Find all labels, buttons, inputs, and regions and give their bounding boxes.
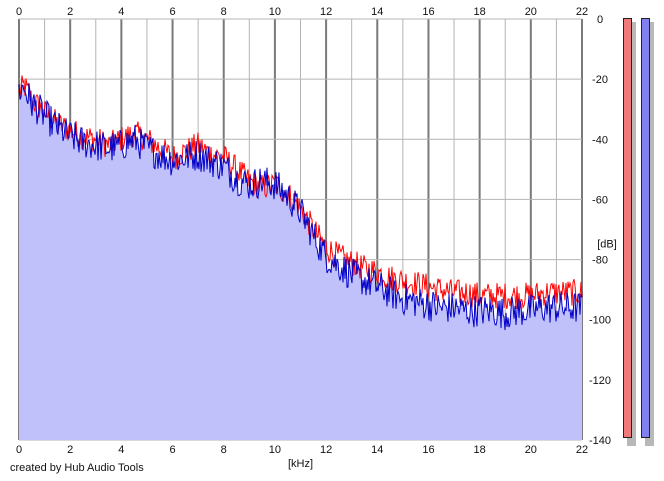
x-tick-label-top: 18 <box>474 6 486 18</box>
left-level-meter <box>623 18 632 438</box>
x-tick-labels-bottom: 0 2 4 6 8 10 12 14 16 18 20 22 <box>16 444 588 456</box>
x-tick-label-top: 12 <box>320 6 332 18</box>
y-tick-label: -60 <box>592 194 608 206</box>
x-tick-label-bottom: 18 <box>474 444 486 456</box>
blue-series-line <box>18 83 583 331</box>
spectrum-area <box>19 83 582 441</box>
x-tick-label-top: 4 <box>118 6 124 18</box>
x-tick-label-bottom: 14 <box>371 444 383 456</box>
x-tick-label-top: 16 <box>422 6 434 18</box>
x-tick-label-top: 14 <box>371 6 383 18</box>
y-axis-label: [dB] <box>597 239 617 251</box>
y-tick-label: -20 <box>592 74 608 86</box>
x-tick-label-top: 8 <box>221 6 227 18</box>
x-axis-label: [kHz] <box>288 458 313 470</box>
x-tick-label-bottom: 12 <box>320 444 332 456</box>
x-tick-label-top: 10 <box>269 6 281 18</box>
y-tick-label: -120 <box>589 375 611 387</box>
y-tick-label: 0 <box>597 14 603 26</box>
x-tick-label-top: 22 <box>576 6 588 18</box>
x-tick-label-bottom: 4 <box>118 444 124 456</box>
x-tick-label-bottom: 0 <box>16 444 22 456</box>
spectrum-fill <box>19 83 582 441</box>
series-lines <box>18 75 583 331</box>
credit-text: created by Hub Audio Tools <box>10 462 144 474</box>
x-tick-label-bottom: 22 <box>576 444 588 456</box>
x-tick-label-top: 6 <box>169 6 175 18</box>
y-tick-label: -80 <box>592 255 608 267</box>
x-tick-labels-top: 0 2 4 6 8 10 12 14 16 18 20 22 <box>16 6 588 18</box>
x-tick-label-bottom: 8 <box>221 444 227 456</box>
x-tick-label-top: 20 <box>525 6 537 18</box>
x-tick-label-top: 2 <box>67 6 73 18</box>
x-tick-label-bottom: 16 <box>422 444 434 456</box>
x-tick-label-bottom: 2 <box>67 444 73 456</box>
x-tick-label-bottom: 20 <box>525 444 537 456</box>
y-tick-labels: 0 -20 -40 -60 -80 -100 -120 -140 <box>589 14 611 447</box>
x-tick-label-bottom: 6 <box>169 444 175 456</box>
y-tick-label: -40 <box>592 134 608 146</box>
x-tick-label-top: 0 <box>16 6 22 18</box>
right-level-meter <box>641 18 650 438</box>
y-tick-label: -100 <box>589 315 611 327</box>
x-tick-label-bottom: 10 <box>269 444 281 456</box>
y-tick-label: -140 <box>589 435 611 447</box>
